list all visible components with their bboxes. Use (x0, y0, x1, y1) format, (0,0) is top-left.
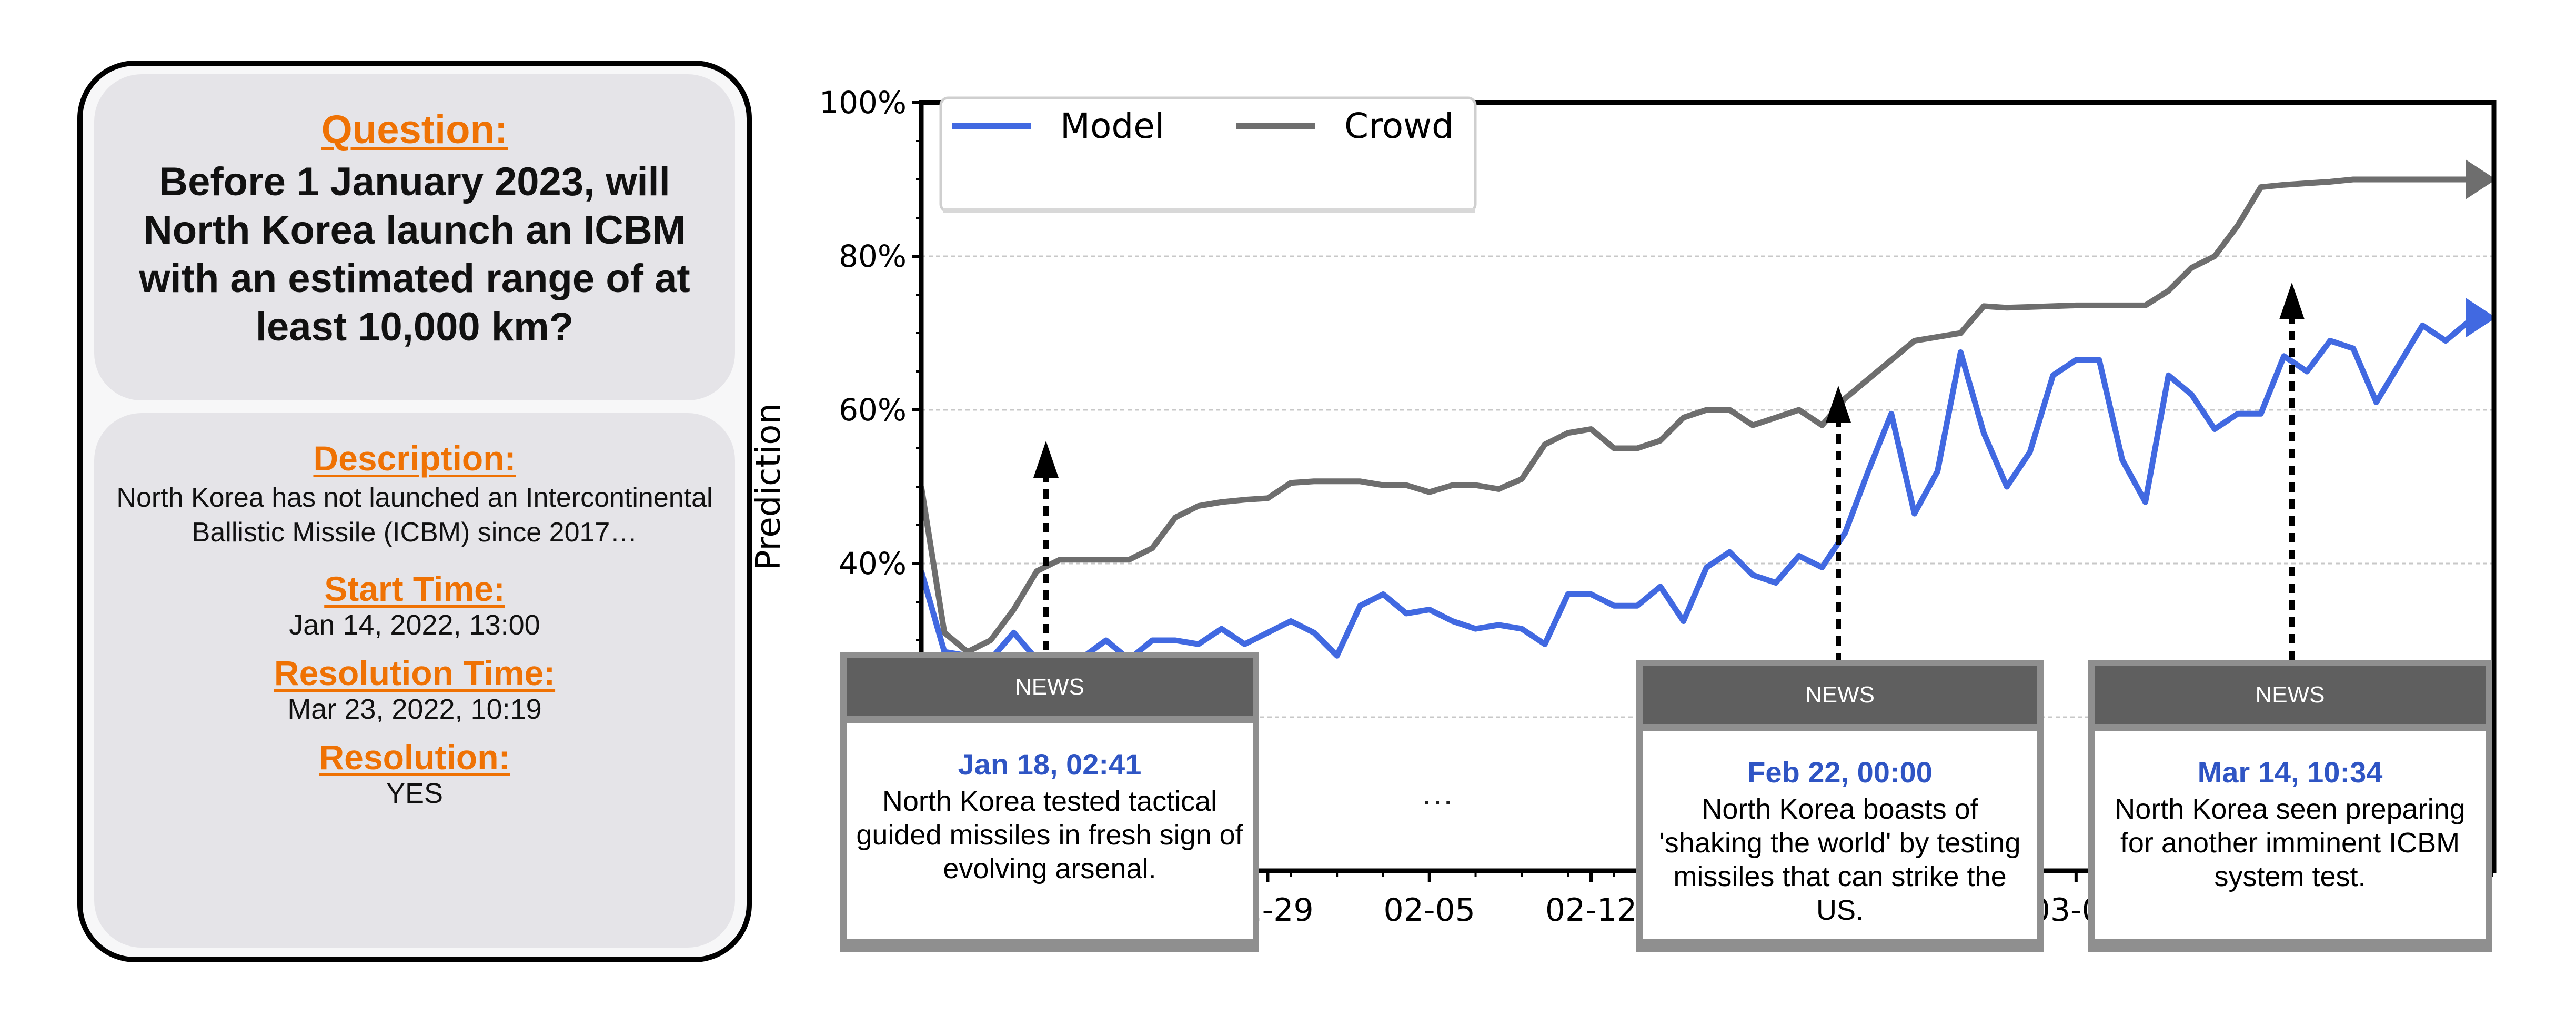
series-lines (918, 159, 2496, 662)
resolution-value: YES (386, 778, 444, 809)
news-headline: North Korea boasts of 'shaking the world… (1659, 793, 2021, 926)
news-card-1: NEWS Jan 18, 02:41 North Korea tested ta… (840, 652, 1259, 952)
question-label: Question: (321, 107, 508, 152)
legend-shadow (943, 208, 1475, 213)
model-line (918, 315, 2492, 662)
start-time-value: Jan 14, 2022, 13:00 (289, 609, 540, 641)
legend-label-crowd: Crowd (1344, 106, 1454, 146)
news-card-3: NEWS Mar 14, 10:34 North Korea seen prep… (2088, 660, 2492, 952)
crowd-end-arrow (2466, 159, 2496, 199)
grid (921, 255, 2494, 718)
question-card: Question: Before 1 January 2023, will No… (77, 61, 752, 962)
news-header: NEWS (1643, 666, 2037, 724)
resolution-time-value: Mar 23, 2022, 10:19 (287, 693, 542, 725)
details-section: Description: North Korea has not launche… (94, 413, 735, 948)
news-date: Feb 22, 00:00 (1747, 756, 1933, 789)
news-headline: North Korea seen preparing for another i… (2115, 793, 2466, 892)
news-arrowhead-2 (1826, 386, 1851, 423)
question-section: Question: Before 1 January 2023, will No… (94, 74, 735, 400)
news-header: NEWS (2095, 666, 2486, 724)
news-body: Jan 18, 02:41 North Korea tested tactica… (847, 723, 1253, 939)
y-tick-label: 60% (839, 392, 907, 428)
news-headline: North Korea tested tactical guided missi… (856, 786, 1243, 884)
resolution-label: Resolution: (319, 738, 510, 777)
description-label: Description: (313, 439, 516, 478)
news-card-2: NEWS Feb 22, 00:00 North Korea boasts of… (1636, 660, 2044, 952)
crowd-line (918, 176, 2492, 655)
legend: Model Crowd (939, 96, 1477, 213)
start-time-label: Start Time: (324, 569, 505, 608)
resolution-time-label: Resolution Time: (274, 653, 556, 692)
news-date: Jan 18, 02:41 (958, 748, 1142, 781)
news-arrows (1033, 283, 2305, 660)
model-end-arrow (2466, 297, 2496, 338)
description-text: North Korea has not launched an Intercon… (116, 482, 713, 548)
more-news-ellipsis: … (1421, 774, 1454, 812)
news-date: Mar 14, 10:34 (2197, 756, 2383, 789)
legend-label-model: Model (1060, 106, 1164, 146)
y-tick-label: 40% (839, 546, 907, 581)
news-body: Mar 14, 10:34 North Korea seen preparing… (2095, 731, 2486, 939)
news-body: Feb 22, 00:00 North Korea boasts of 'sha… (1643, 731, 2037, 939)
y-tick-label: 80% (839, 238, 907, 274)
news-header: NEWS (847, 658, 1253, 716)
question-text: Before 1 January 2023, will North Korea … (139, 159, 690, 349)
news-arrowhead-1 (1033, 441, 1059, 478)
x-tick-label: 02-12 (1545, 892, 1637, 929)
y-tick-label: 100% (819, 85, 907, 120)
y-axis-label: Prediction (749, 403, 788, 570)
x-tick-label: 02-05 (1384, 892, 1475, 929)
news-arrowhead-3 (2279, 283, 2305, 319)
